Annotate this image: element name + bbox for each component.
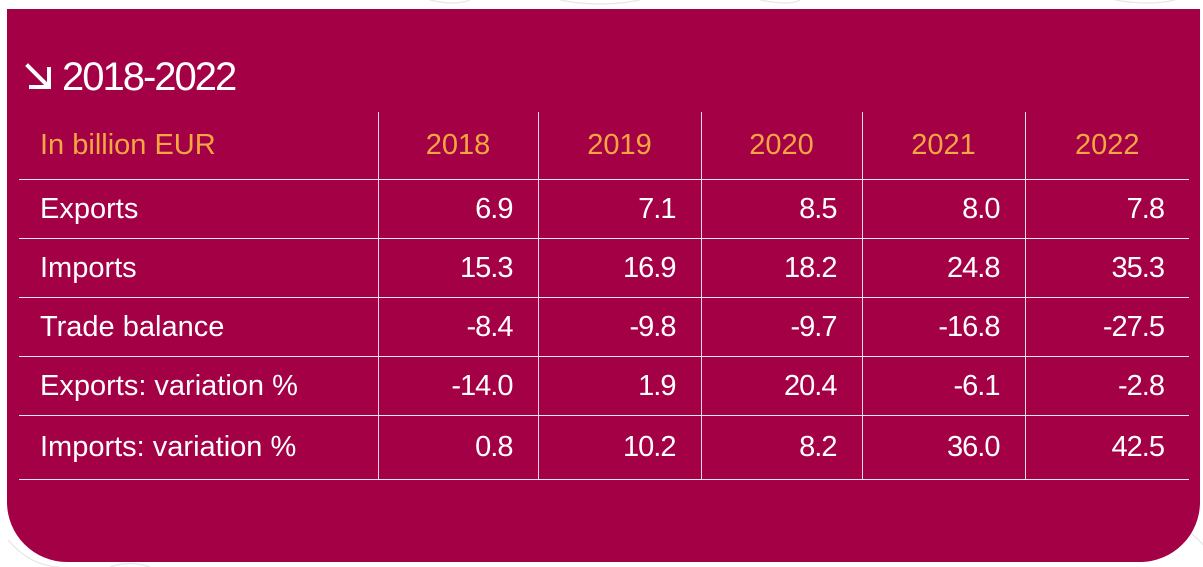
table-cell: 42.5 xyxy=(1024,415,1189,480)
table-header-row: In billion EUR 2018 2019 2020 2021 2022 xyxy=(19,112,1189,180)
row-label: Exports xyxy=(19,179,378,239)
table-cell: -6.1 xyxy=(861,356,1025,416)
page-title: 2018-2022 xyxy=(22,52,237,102)
table-cell: 1.9 xyxy=(537,356,701,416)
table-cell: -2.8 xyxy=(1024,356,1189,416)
header-year: 2020 xyxy=(700,112,862,180)
header-year: 2019 xyxy=(537,112,701,180)
table-cell: -9.8 xyxy=(537,297,701,357)
header-year: 2018 xyxy=(377,112,538,180)
table-cell: 15.3 xyxy=(377,238,538,298)
table-row-exports: Exports 6.9 7.1 8.5 8.0 7.8 xyxy=(19,179,1189,239)
row-label: Exports: variation % xyxy=(19,356,378,416)
table-row-trade-balance: Trade balance -8.4 -9.8 -9.7 -16.8 -27.5 xyxy=(19,297,1189,357)
table-cell: -16.8 xyxy=(861,297,1025,357)
table-cell: 36.0 xyxy=(861,415,1025,480)
header-unit-label: In billion EUR xyxy=(19,112,378,180)
table-cell: 8.5 xyxy=(700,179,862,239)
table-cell: 8.0 xyxy=(861,179,1025,239)
table-cell: 18.2 xyxy=(700,238,862,298)
table-row-exports-variation: Exports: variation % -14.0 1.9 20.4 -6.1… xyxy=(19,356,1189,416)
row-label: Imports xyxy=(19,238,378,298)
table-cell: 0.8 xyxy=(377,415,538,480)
table-row-imports: Imports 15.3 16.9 18.2 24.8 35.3 xyxy=(19,238,1189,298)
table-cell: 35.3 xyxy=(1024,238,1189,298)
trade-table: In billion EUR 2018 2019 2020 2021 2022 … xyxy=(19,112,1189,480)
table-cell: 16.9 xyxy=(537,238,701,298)
table-cell: 20.4 xyxy=(700,356,862,416)
table-row-imports-variation: Imports: variation % 0.8 10.2 8.2 36.0 4… xyxy=(19,415,1189,480)
header-year: 2021 xyxy=(861,112,1025,180)
header-year: 2022 xyxy=(1024,112,1189,180)
row-label: Imports: variation % xyxy=(19,415,378,480)
table-cell: 6.9 xyxy=(377,179,538,239)
table-cell: 7.1 xyxy=(537,179,701,239)
table-cell: -9.7 xyxy=(700,297,862,357)
table-cell: -8.4 xyxy=(377,297,538,357)
table-cell: -27.5 xyxy=(1024,297,1189,357)
arrow-down-right-icon xyxy=(25,63,51,89)
row-label: Trade balance xyxy=(19,297,378,357)
table-cell: 8.2 xyxy=(700,415,862,480)
table-cell: 10.2 xyxy=(537,415,701,480)
table-cell: 24.8 xyxy=(861,238,1025,298)
table-cell: 7.8 xyxy=(1024,179,1189,239)
title-text: 2018-2022 xyxy=(62,54,237,99)
table-cell: -14.0 xyxy=(377,356,538,416)
